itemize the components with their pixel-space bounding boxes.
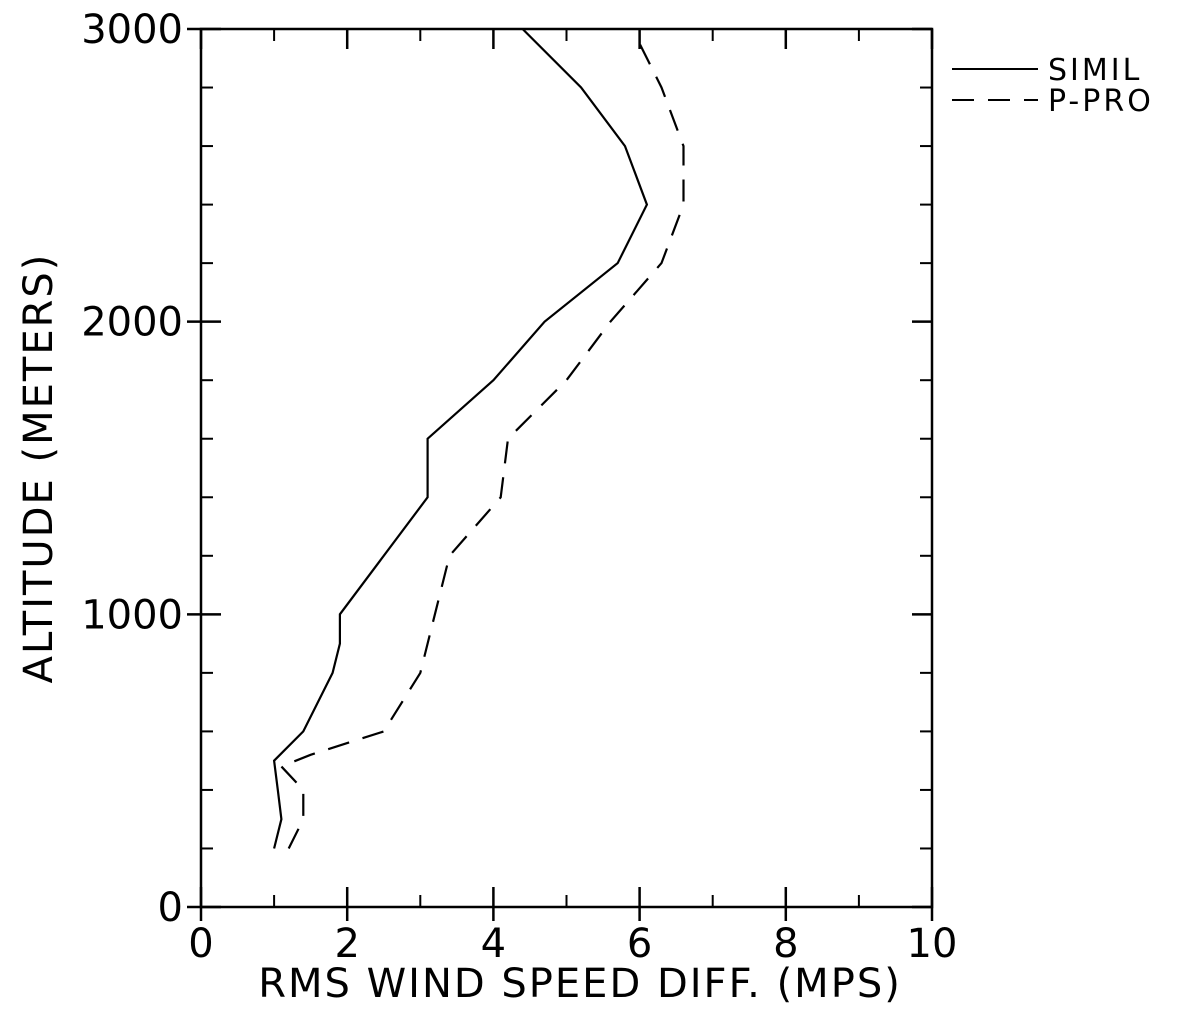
series-line-p-pro — [279, 43, 685, 849]
y-tick-label: 0 — [158, 885, 183, 931]
x-tick-label: 6 — [627, 921, 652, 967]
legend-label-simil: SIMIL — [1048, 53, 1142, 88]
y-tick-label: 3000 — [81, 7, 183, 53]
y-axis-title: ALTITUDE (METERS) — [16, 253, 62, 684]
x-tick-label: 0 — [188, 921, 213, 967]
y-tick-label: 2000 — [81, 300, 183, 346]
series-layer — [272, 28, 685, 849]
x-tick-label: 4 — [481, 921, 506, 967]
legend-label-p-pro: P-PRO — [1048, 84, 1154, 119]
x-tick-label: 8 — [773, 921, 798, 967]
series-line-simil — [272, 28, 649, 849]
x-tick-label: 2 — [334, 921, 359, 967]
legend: SIMIL P-PRO — [952, 53, 1154, 119]
x-tick-label: 10 — [907, 921, 958, 967]
y-tick-label: 1000 — [81, 592, 183, 638]
x-axis-ticks: 0 2 4 6 8 10 — [188, 29, 957, 967]
plot-frame — [199, 27, 934, 909]
y-axis-ticks: 0 1000 2000 3000 — [81, 7, 932, 931]
x-axis-title: RMS WIND SPEED DIFF. (MPS) — [258, 961, 902, 1007]
